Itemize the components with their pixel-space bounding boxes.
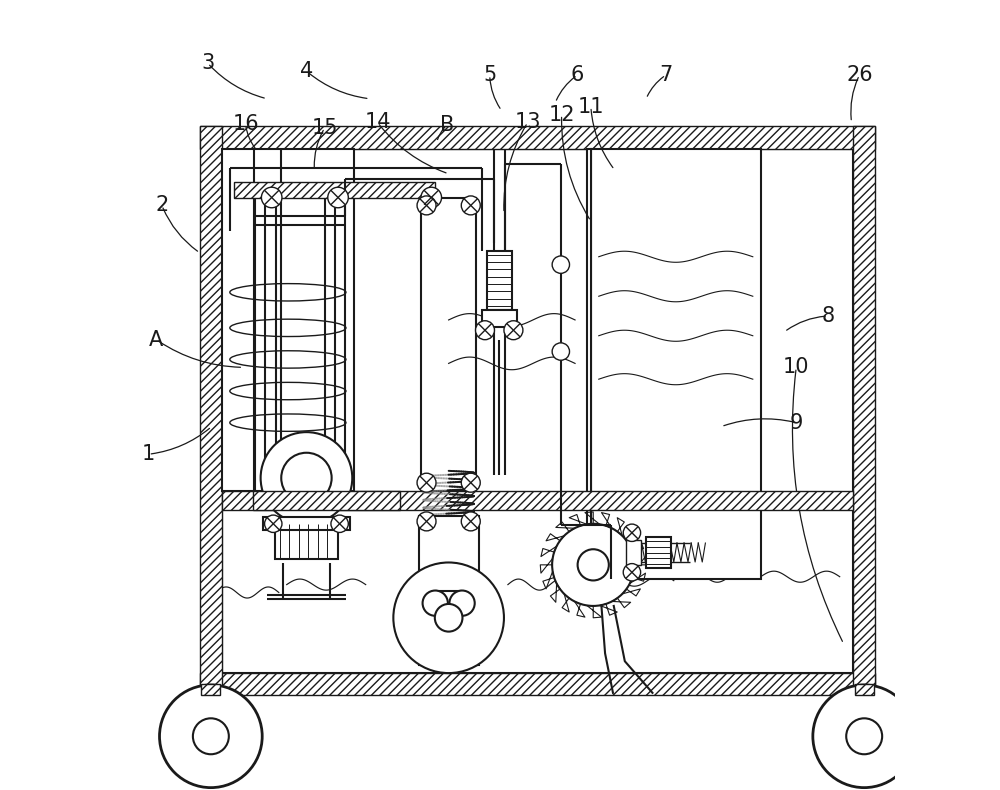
Text: 7: 7 — [659, 65, 673, 85]
Text: 1: 1 — [142, 444, 155, 465]
Bar — [234, 182, 435, 198]
Bar — [419, 516, 479, 665]
Circle shape — [476, 321, 494, 340]
Circle shape — [578, 549, 609, 581]
Text: 12: 12 — [548, 104, 575, 125]
Text: 4: 4 — [300, 61, 313, 81]
Bar — [853, 126, 875, 695]
Text: 15: 15 — [311, 118, 338, 138]
Bar — [421, 198, 476, 491]
Circle shape — [423, 591, 448, 616]
Bar — [275, 524, 338, 559]
Text: 9: 9 — [790, 412, 803, 433]
Circle shape — [461, 512, 480, 531]
Circle shape — [623, 524, 641, 541]
Circle shape — [449, 591, 475, 616]
Bar — [201, 684, 220, 695]
Bar — [200, 126, 222, 695]
Bar — [587, 149, 591, 578]
Circle shape — [846, 718, 882, 754]
Ellipse shape — [230, 414, 346, 431]
Circle shape — [417, 473, 436, 492]
Circle shape — [393, 562, 504, 673]
Circle shape — [552, 343, 570, 360]
Text: B: B — [440, 115, 454, 135]
Bar — [591, 149, 761, 578]
Text: 26: 26 — [846, 65, 873, 85]
Circle shape — [281, 453, 332, 503]
Text: 6: 6 — [571, 65, 584, 85]
Circle shape — [417, 512, 436, 531]
Bar — [253, 491, 400, 510]
Bar — [646, 536, 671, 568]
Circle shape — [435, 604, 462, 632]
Circle shape — [160, 685, 262, 788]
Text: 11: 11 — [578, 96, 604, 117]
Text: 13: 13 — [514, 112, 541, 133]
Bar — [482, 310, 517, 327]
Circle shape — [552, 524, 634, 606]
Text: 3: 3 — [201, 53, 214, 73]
Bar — [222, 149, 853, 673]
Circle shape — [328, 187, 348, 208]
Text: A: A — [149, 329, 163, 350]
Circle shape — [504, 321, 523, 340]
Bar — [263, 517, 350, 530]
Ellipse shape — [230, 382, 346, 400]
Text: 8: 8 — [821, 306, 834, 326]
Bar — [487, 251, 512, 310]
Bar — [222, 149, 354, 491]
Circle shape — [261, 432, 352, 524]
Bar — [200, 673, 875, 695]
Text: 5: 5 — [483, 65, 496, 85]
Circle shape — [461, 473, 480, 492]
Ellipse shape — [230, 284, 346, 301]
Bar — [855, 684, 874, 695]
Bar — [626, 540, 641, 565]
Text: 16: 16 — [232, 114, 259, 134]
Ellipse shape — [230, 351, 346, 368]
Bar — [200, 126, 875, 149]
Circle shape — [813, 685, 916, 788]
Circle shape — [265, 515, 282, 532]
Circle shape — [461, 196, 480, 215]
Circle shape — [417, 196, 436, 215]
Ellipse shape — [230, 319, 346, 337]
Circle shape — [331, 515, 348, 532]
Circle shape — [623, 563, 641, 581]
Text: 14: 14 — [364, 112, 391, 133]
Circle shape — [552, 256, 570, 273]
Circle shape — [261, 187, 282, 208]
Circle shape — [421, 187, 442, 208]
Text: 2: 2 — [155, 195, 169, 216]
Circle shape — [193, 718, 229, 754]
Text: 10: 10 — [783, 357, 810, 378]
Bar — [222, 491, 853, 510]
